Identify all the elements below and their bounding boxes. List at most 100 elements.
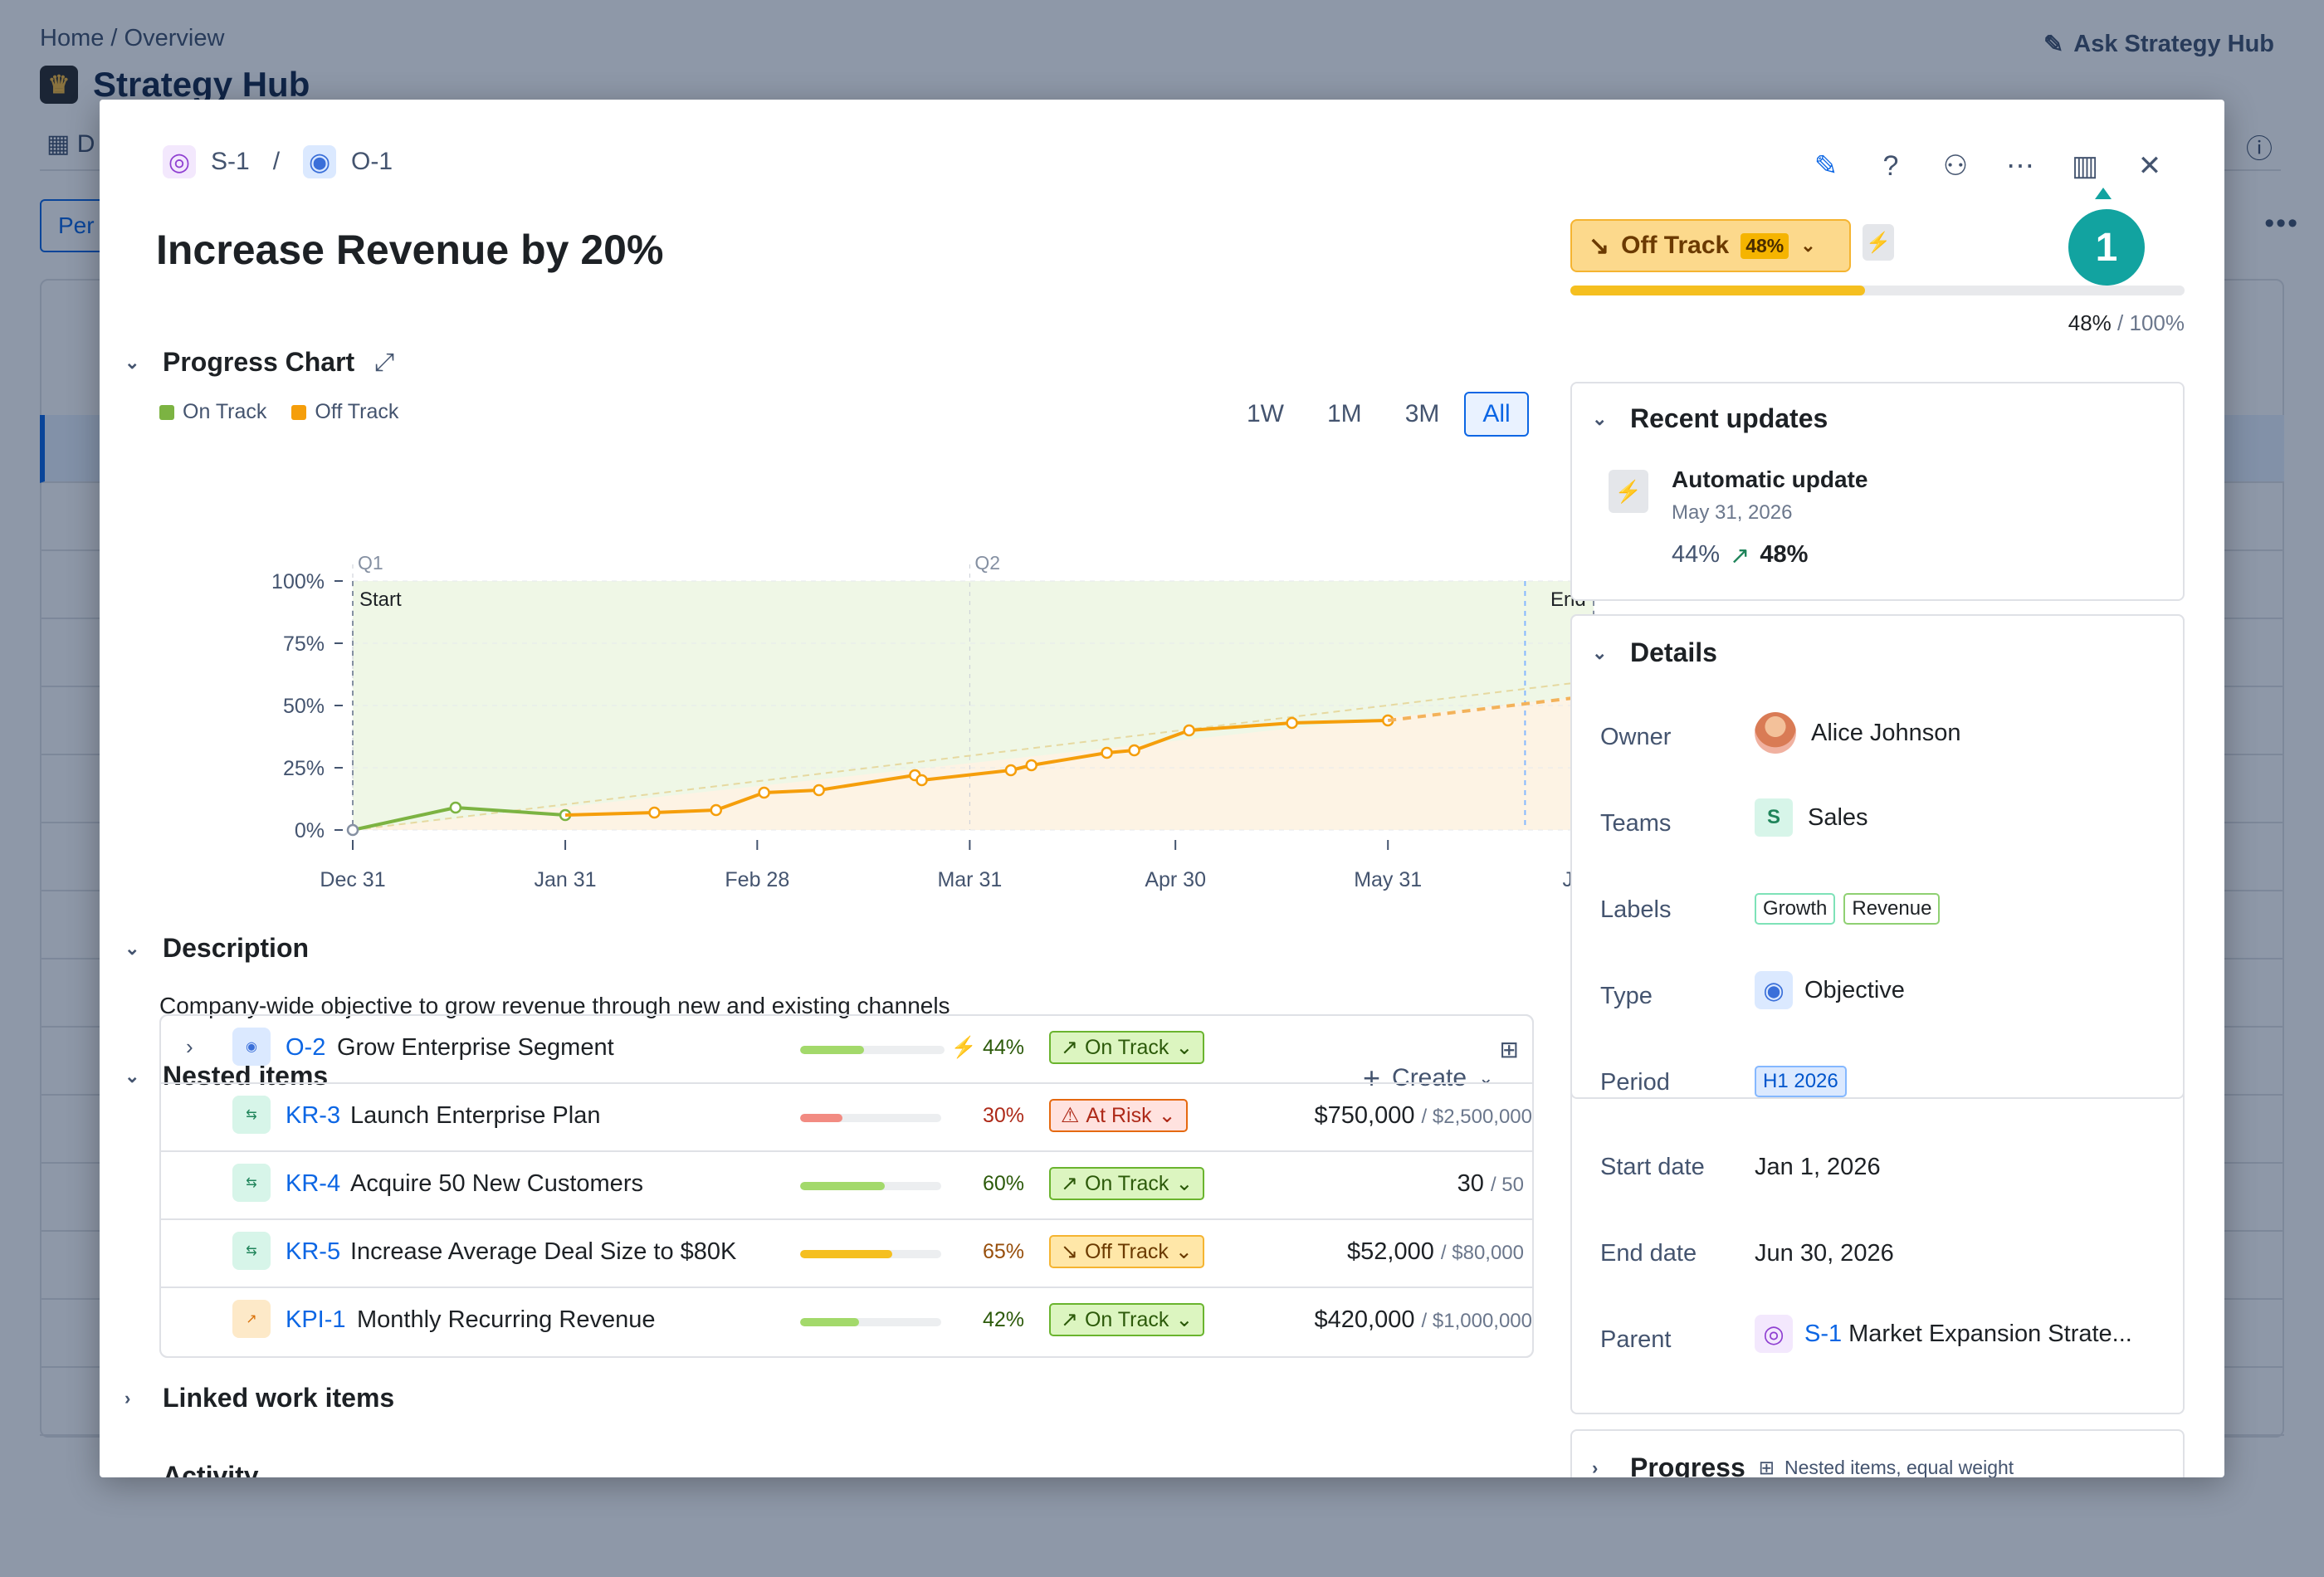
- item-name[interactable]: Increase Average Deal Size to $80K: [350, 1238, 737, 1265]
- chevron-down-icon: ⌄: [1592, 408, 1608, 429]
- chevron-right-icon: ›: [124, 1387, 131, 1409]
- item-key[interactable]: KR-4: [286, 1170, 341, 1197]
- people-icon[interactable]: ⚇: [1942, 150, 1969, 182]
- expand-icon[interactable]: ⤢: [374, 348, 395, 376]
- status-badge[interactable]: ↗ On Track ⌄: [1049, 1031, 1205, 1064]
- item-percent: 42%: [982, 1308, 1024, 1331]
- description-header[interactable]: ⌄ Description: [124, 933, 310, 963]
- item-percent: ⚡ 44%: [950, 1036, 1024, 1059]
- table-row[interactable]: › ◉ O-2 Grow Enterprise Segment ⚡ 44% ↗ …: [161, 1016, 1532, 1084]
- table-row[interactable]: ⇆ KR-3 Launch Enterprise Plan 30% ⚠ At R…: [161, 1084, 1532, 1152]
- details-card: ⌄ Details Owner Alice Johnson Teams S Sa…: [1570, 614, 2185, 1099]
- item-key[interactable]: KPI-1: [286, 1306, 346, 1333]
- modal-breadcrumb: ◎ S-1 / ◉ O-1: [163, 145, 393, 178]
- hierarchy-icon[interactable]: ⊞: [1499, 1037, 1519, 1062]
- parent-label: Parent: [1600, 1326, 1672, 1353]
- item-key[interactable]: KR-5: [286, 1238, 341, 1265]
- description-text[interactable]: Company-wide objective to grow revenue t…: [159, 993, 950, 1018]
- item-progress-bar: [800, 1114, 941, 1122]
- create-button[interactable]: + Create ⌄: [1363, 1061, 1494, 1095]
- data-point: [813, 784, 825, 797]
- more-icon[interactable]: •••: [2264, 208, 2299, 239]
- start-label: Start: [359, 588, 402, 611]
- breadcrumb-parent[interactable]: S-1: [211, 148, 250, 175]
- status-dropdown[interactable]: ↘ Off Track 48% ⌄: [1570, 219, 1851, 272]
- item-name[interactable]: Grow Enterprise Segment: [337, 1034, 614, 1061]
- ask-icon: ✎: [2043, 32, 2064, 58]
- data-point: [758, 786, 770, 799]
- range-1w[interactable]: 1W: [1247, 400, 1284, 427]
- nested-items-header[interactable]: ⌄ Nested items: [124, 1061, 329, 1091]
- item-name[interactable]: Monthly Recurring Revenue: [357, 1306, 656, 1333]
- labels-value[interactable]: Growth Revenue: [1755, 893, 1941, 925]
- teams-value[interactable]: S Sales: [1755, 798, 1868, 837]
- item-key[interactable]: O-2: [286, 1034, 326, 1061]
- range-3m[interactable]: 3M: [1404, 400, 1440, 427]
- key-result-icon: ⇆: [232, 1232, 271, 1270]
- item-amount: $750,000 / $2,500,000: [1314, 1102, 1532, 1129]
- more-icon[interactable]: ⋯: [2006, 150, 2034, 182]
- breadcrumb-current[interactable]: O-1: [351, 148, 393, 175]
- item-amount: $420,000 / $1,000,000: [1314, 1306, 1532, 1333]
- strategy-icon: ◎: [163, 145, 196, 178]
- help-icon-bg[interactable]: ⓘ: [2245, 134, 2273, 164]
- owner-value[interactable]: Alice Johnson: [1755, 712, 1961, 754]
- details-header[interactable]: ⌄ Details: [1592, 637, 1717, 667]
- auto-update-button[interactable]: ⚡: [1863, 224, 1894, 261]
- update-title[interactable]: Automatic update: [1672, 466, 1868, 492]
- item-progress-bar: [800, 1046, 945, 1054]
- update-change: 44% ↗ 48%: [1672, 541, 1809, 569]
- parent-value[interactable]: ◎ S-1 Market Expansion Strate...: [1755, 1315, 2132, 1353]
- activity-header[interactable]: ⌄ Activity: [124, 1461, 259, 1477]
- status-badge[interactable]: ⚠ At Risk ⌄: [1049, 1099, 1188, 1132]
- projection-line: [1387, 694, 1594, 722]
- label-tag[interactable]: Revenue: [1843, 893, 1941, 925]
- label-tag[interactable]: Growth: [1755, 893, 1836, 925]
- start-date-value[interactable]: Jan 1, 2026: [1755, 1154, 1881, 1180]
- side-panel-icon[interactable]: ▥: [2071, 150, 2099, 182]
- range-1m[interactable]: 1M: [1327, 400, 1362, 427]
- linked-work-items-header[interactable]: › Linked work items: [124, 1383, 395, 1413]
- x-tick-label: Dec 31: [320, 868, 385, 891]
- status-badge[interactable]: ↗ On Track ⌄: [1049, 1303, 1205, 1336]
- modal-toolbar: ✎ ? ⚇ ⋯ ▥ ✕: [1809, 149, 2166, 183]
- range-all[interactable]: All: [1464, 392, 1529, 437]
- end-date-value[interactable]: Jun 30, 2026: [1755, 1240, 1894, 1267]
- table-row[interactable]: ↗ KPI-1 Monthly Recurring Revenue 42% ↗ …: [161, 1288, 1532, 1356]
- help-icon[interactable]: ?: [1882, 149, 1899, 182]
- chevron-down-icon: ⌄: [1800, 235, 1816, 256]
- progress-chart-header[interactable]: ⌄ Progress Chart ⤢: [124, 347, 395, 377]
- chevron-down-icon: ⌄: [124, 937, 140, 959]
- chevron-down-icon: ⌄: [124, 1065, 140, 1086]
- ask-strategy-hub-button[interactable]: ✎ Ask Strategy Hub: [2043, 31, 2274, 58]
- objective-title[interactable]: Increase Revenue by 20%: [156, 227, 664, 273]
- app-title: ♛ Strategy Hub: [40, 65, 310, 105]
- x-tick-label: Feb 28: [725, 868, 789, 891]
- end-date-label: End date: [1600, 1240, 1697, 1267]
- range-selector: 1W 1M 3M All: [1228, 392, 1529, 437]
- chevron-right-icon[interactable]: ›: [186, 1034, 193, 1059]
- status-label: Off Track: [1621, 232, 1730, 259]
- legend-on-track: On Track: [159, 400, 266, 424]
- status-percent: 48%: [1741, 232, 1789, 259]
- status-badge[interactable]: ↗ On Track ⌄: [1049, 1167, 1205, 1200]
- item-name[interactable]: Launch Enterprise Plan: [350, 1102, 601, 1129]
- quarter-label: Q2: [974, 552, 1000, 574]
- series-line-off-track: [564, 719, 1389, 817]
- callout-pointer: [2095, 188, 2112, 199]
- chevron-down-icon: ⌄: [124, 351, 140, 373]
- table-row[interactable]: ⇆ KR-5 Increase Average Deal Size to $80…: [161, 1220, 1532, 1288]
- objective-modal: ◎ S-1 / ◉ O-1 Increase Revenue by 20% ✎ …: [100, 100, 2224, 1477]
- period-value[interactable]: H1 2026: [1755, 1066, 1847, 1097]
- status-badge[interactable]: ↘ Off Track ⌄: [1049, 1235, 1204, 1268]
- type-value[interactable]: ◉ Objective: [1755, 971, 1905, 1009]
- feedback-icon[interactable]: ✎: [1814, 150, 1838, 182]
- close-icon[interactable]: ✕: [2137, 150, 2162, 182]
- team-avatar: S: [1755, 798, 1793, 837]
- progress-header[interactable]: › Progress ⊞ Nested items, equal weight: [1592, 1452, 2014, 1477]
- board-icon[interactable]: ▦ D: [46, 130, 95, 158]
- recent-updates-header[interactable]: ⌄ Recent updates: [1592, 403, 1828, 433]
- item-name[interactable]: Acquire 50 New Customers: [350, 1170, 643, 1197]
- item-key[interactable]: KR-3: [286, 1102, 341, 1129]
- table-row[interactable]: ⇆ KR-4 Acquire 50 New Customers 60% ↗ On…: [161, 1152, 1532, 1220]
